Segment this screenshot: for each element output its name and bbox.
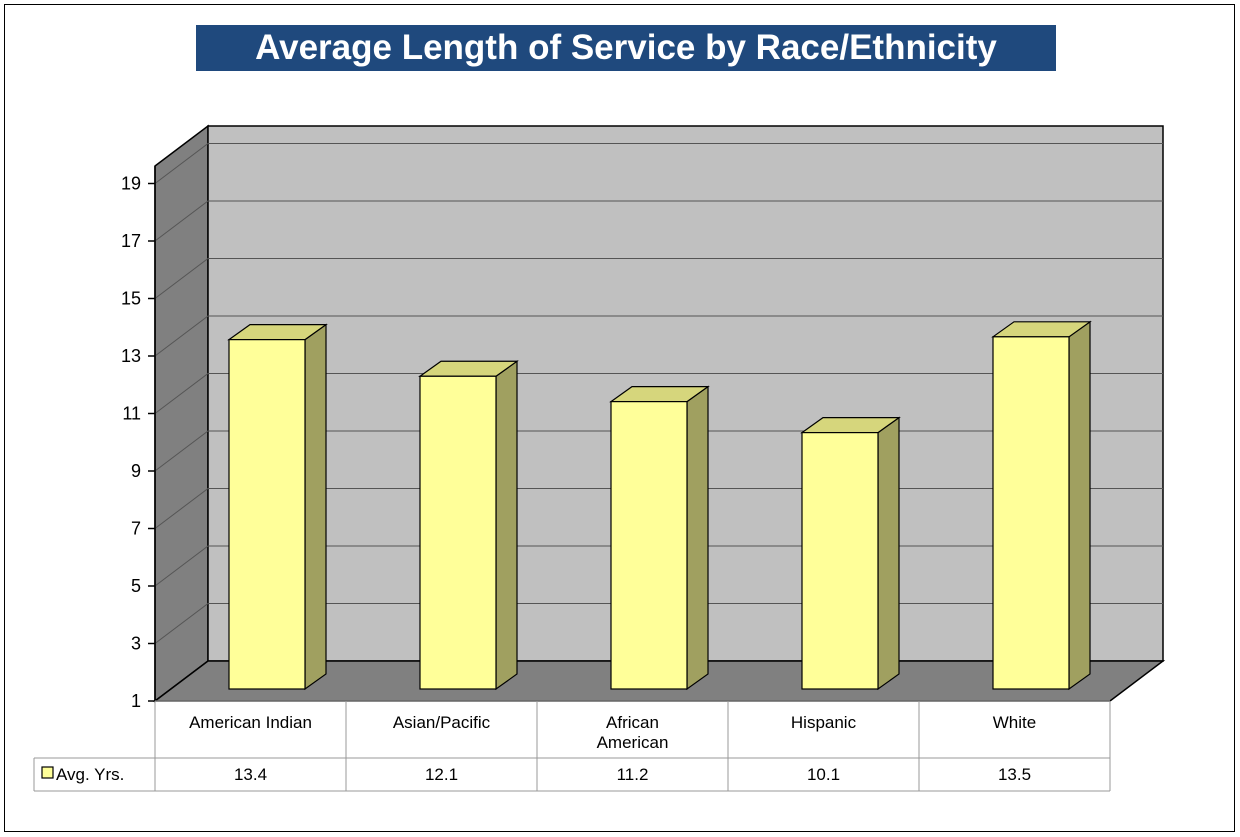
gridline (154, 200, 1163, 242)
gridline (154, 143, 1163, 184)
bar (419, 375, 497, 690)
gridline (154, 373, 1163, 414)
data-value-label: 11.2 (617, 765, 649, 784)
side-wall (154, 124, 209, 703)
x-tick-label: American Indian (189, 713, 312, 732)
y-tick-label: 5 (131, 576, 141, 596)
data-value-label: 10.1 (807, 765, 840, 784)
data-value-label: 13.4 (234, 765, 267, 784)
x-tick-label: American (597, 733, 669, 752)
bar-side (304, 323, 327, 691)
bar-side (1068, 320, 1091, 691)
data-value-label: 12.1 (425, 765, 458, 784)
bar-side (686, 385, 709, 691)
y-tick-label: 1 (131, 691, 141, 711)
y-tick-label: 19 (121, 174, 141, 194)
y-tick-label: 17 (121, 231, 141, 251)
bar (610, 401, 688, 690)
gridline (154, 258, 1163, 299)
bar-side (495, 360, 518, 691)
legend-label: Avg. Yrs. (56, 765, 124, 784)
bar (801, 432, 879, 690)
bar (228, 339, 306, 690)
y-tick-label: 11 (122, 404, 141, 424)
x-tick-label: White (993, 713, 1036, 732)
data-value-label: 13.5 (998, 765, 1031, 784)
y-tick-label: 13 (121, 346, 141, 366)
x-tick-label: African (606, 713, 659, 732)
y-tick-label: 7 (131, 519, 141, 539)
gridline (154, 315, 1163, 357)
y-tick-label: 9 (131, 461, 141, 481)
legend-swatch (41, 766, 54, 779)
chart-title-box: Average Length of Service by Race/Ethnic… (196, 25, 1056, 71)
chart-title: Average Length of Service by Race/Ethnic… (255, 28, 997, 67)
y-tick-label: 3 (131, 634, 141, 654)
x-tick-label: Asian/Pacific (393, 713, 491, 732)
bar-side (877, 416, 900, 691)
y-tick-label: 15 (121, 289, 141, 309)
bar (992, 336, 1070, 690)
x-tick-label: Hispanic (791, 713, 857, 732)
